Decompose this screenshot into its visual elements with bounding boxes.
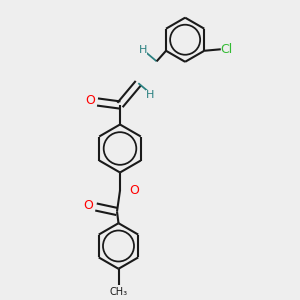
Text: H: H <box>139 45 148 55</box>
Text: CH₃: CH₃ <box>110 287 128 297</box>
Text: Cl: Cl <box>220 43 233 56</box>
Text: H: H <box>146 90 154 100</box>
Text: O: O <box>84 199 93 212</box>
Text: O: O <box>85 94 95 107</box>
Text: O: O <box>129 184 139 197</box>
